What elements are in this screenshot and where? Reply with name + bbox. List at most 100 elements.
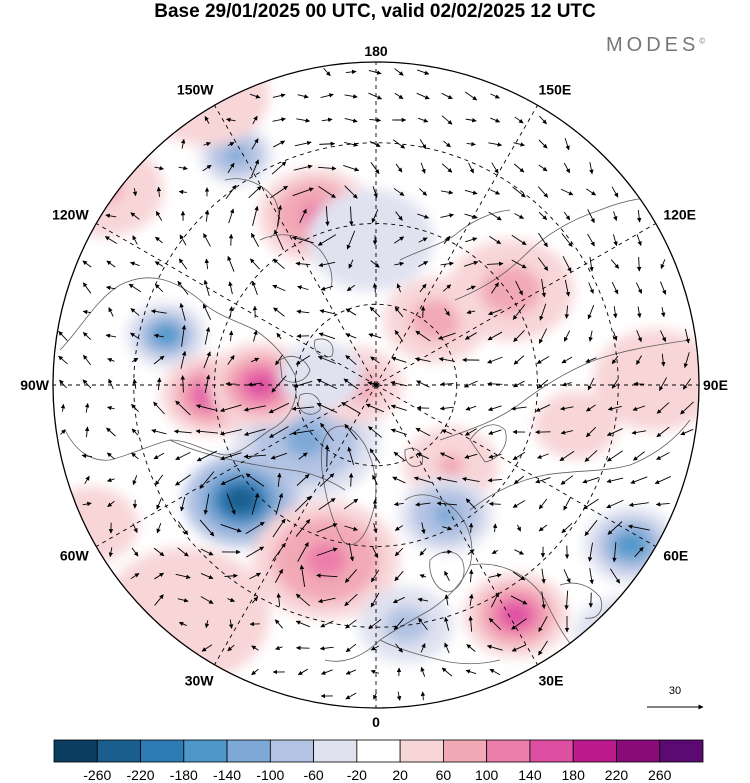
wind-vector xyxy=(130,332,140,340)
wind-vector xyxy=(345,619,357,629)
wind-vector xyxy=(345,69,357,75)
wind-vector xyxy=(108,547,114,558)
wind-vector xyxy=(243,454,267,459)
wind-vector xyxy=(511,259,527,269)
colorbar-swatch xyxy=(183,739,228,763)
wind-vector xyxy=(610,259,620,269)
wind-vector xyxy=(656,452,670,460)
wind-vector xyxy=(251,138,259,150)
colorbar-swatch xyxy=(356,739,401,763)
wind-vector xyxy=(564,137,570,151)
wind-vector xyxy=(274,619,284,629)
wind-vector xyxy=(392,596,405,604)
longitude-label: 150W xyxy=(177,82,214,98)
wind-vector xyxy=(84,475,90,485)
wind-vector xyxy=(293,164,313,171)
colorbar-swatch xyxy=(486,739,531,763)
wind-vector xyxy=(659,377,667,391)
wind-vector xyxy=(415,330,431,342)
wind-vector xyxy=(343,164,360,172)
wind-vector xyxy=(441,667,453,677)
wind-vector xyxy=(317,234,337,246)
longitude-label: 60E xyxy=(663,548,688,564)
wind-vector xyxy=(243,428,266,437)
wind-vector xyxy=(219,429,242,436)
wind-vector xyxy=(464,91,478,101)
wind-vector xyxy=(291,429,314,436)
wind-vector xyxy=(316,547,338,557)
wind-vector xyxy=(370,260,380,268)
wind-vector xyxy=(513,142,525,147)
wind-vector xyxy=(488,453,502,459)
wind-vector xyxy=(441,92,453,100)
wind-vector xyxy=(538,139,548,149)
wind-vector xyxy=(298,452,308,460)
wind-vector xyxy=(465,405,477,411)
wind-vector xyxy=(345,355,357,365)
wind-vector xyxy=(317,355,336,364)
wind-vector xyxy=(105,333,117,339)
wind-vector xyxy=(636,256,642,272)
wind-vector xyxy=(583,498,599,510)
wind-vector xyxy=(441,163,453,173)
wind-vector xyxy=(369,448,381,464)
meridian-line xyxy=(375,105,538,386)
wind-vector xyxy=(538,524,548,532)
wind-vector xyxy=(414,357,431,362)
wind-vector xyxy=(563,330,571,342)
longitude-label: 90W xyxy=(20,377,50,393)
wind-vector xyxy=(270,185,288,199)
wind-vector xyxy=(156,186,162,197)
wind-vector xyxy=(369,306,381,318)
wind-vector xyxy=(365,403,385,413)
wind-vector xyxy=(468,569,474,583)
wind-vector xyxy=(436,476,458,483)
wind-vector xyxy=(82,309,91,315)
wind-vector xyxy=(297,541,309,562)
wind-vector xyxy=(155,210,163,221)
wind-vector xyxy=(130,212,140,220)
wind-vector xyxy=(248,185,262,199)
wind-vector xyxy=(541,278,547,298)
wind-vector xyxy=(131,547,139,557)
longitude-label: 30W xyxy=(185,672,215,688)
wind-vector xyxy=(349,206,354,226)
wind-vector xyxy=(151,428,167,435)
anomaly-blob xyxy=(564,415,588,435)
wind-vector xyxy=(588,592,594,608)
wind-vector xyxy=(316,523,338,533)
wind-vector xyxy=(660,259,666,269)
wind-vector xyxy=(443,140,451,148)
wind-vector xyxy=(661,353,666,367)
wind-vector xyxy=(370,569,380,583)
longitude-label: 90E xyxy=(703,377,728,393)
wind-vector xyxy=(131,403,139,413)
wind-vector xyxy=(440,381,454,387)
wind-vector xyxy=(491,282,499,294)
anomaly-blob xyxy=(501,603,531,627)
wind-vector xyxy=(295,519,311,537)
wind-vector xyxy=(178,258,188,270)
wind-vector xyxy=(252,115,258,125)
wind-vector xyxy=(560,475,574,485)
anomaly-blob xyxy=(392,614,420,636)
wind-vector xyxy=(636,330,642,343)
wind-vector xyxy=(372,186,378,198)
colorbar-tick-label: 20 xyxy=(392,767,408,783)
wind-vector xyxy=(487,331,503,341)
wind-vector xyxy=(179,234,187,246)
wind-vector xyxy=(153,547,165,557)
colorbar-tick-label: -260 xyxy=(83,767,111,783)
wind-vector xyxy=(563,211,571,221)
wind-vector xyxy=(271,375,287,393)
wind-vector xyxy=(466,309,476,315)
wind-vector xyxy=(487,381,503,387)
wind-vector xyxy=(203,351,211,369)
wind-vector xyxy=(589,568,594,585)
wind-vector xyxy=(344,569,358,583)
wind-vector xyxy=(613,306,618,319)
wind-vector xyxy=(632,405,646,411)
wind-vector xyxy=(611,379,619,389)
wind-vector xyxy=(419,548,427,556)
